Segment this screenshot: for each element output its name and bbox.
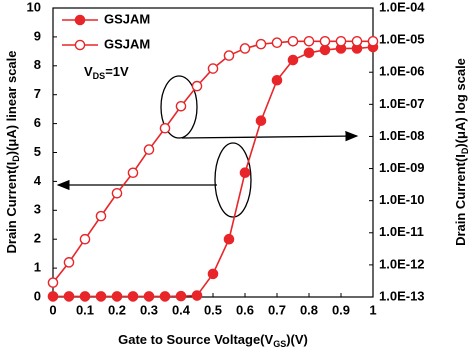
x-tick-label: 0.1 bbox=[76, 302, 94, 317]
y-tick-label: 1 bbox=[34, 260, 41, 275]
y-tick-label: 5 bbox=[34, 144, 41, 159]
legend-marker bbox=[74, 14, 86, 26]
y-tick-label: 4 bbox=[34, 173, 42, 188]
y2-tick-label: 1.0E-11 bbox=[379, 224, 424, 239]
y-tick-label: 6 bbox=[34, 115, 41, 130]
legend-label: GSJAM bbox=[104, 36, 150, 51]
y2-tick-label: 1.0E-09 bbox=[379, 160, 425, 175]
x-tick-label: 0.4 bbox=[172, 302, 191, 317]
data-point bbox=[175, 290, 187, 302]
y2-tick-label: 1.0E-12 bbox=[379, 256, 425, 271]
y2-tick-label: 1.0E-06 bbox=[379, 64, 425, 79]
data-point bbox=[239, 167, 251, 179]
data-point bbox=[319, 44, 331, 56]
y-tick-label: 9 bbox=[34, 28, 41, 43]
data-point bbox=[191, 80, 203, 92]
y-tick-label: 10 bbox=[27, 0, 41, 14]
x-tick-label: 0.8 bbox=[300, 302, 318, 317]
data-point bbox=[271, 37, 283, 49]
data-point bbox=[207, 63, 219, 74]
data-point bbox=[127, 291, 139, 302]
data-point bbox=[95, 210, 107, 222]
data-point bbox=[351, 35, 363, 47]
annotation: VDS=1V bbox=[84, 64, 129, 81]
y2-tick-label: 1.0E-08 bbox=[379, 128, 425, 143]
y2-axis-label: Drain Current(ID)(μA) log scale bbox=[453, 58, 470, 246]
y-tick-label: 8 bbox=[34, 57, 41, 72]
data-point bbox=[367, 35, 379, 47]
data-point bbox=[303, 47, 315, 59]
x-tick-label: 0.7 bbox=[268, 302, 286, 317]
series-line bbox=[53, 46, 374, 298]
data-point bbox=[159, 122, 171, 134]
x-tick-label: 0.2 bbox=[108, 302, 126, 317]
data-point bbox=[303, 35, 315, 47]
data-point bbox=[111, 187, 123, 199]
data-point bbox=[239, 43, 251, 54]
callout-ellipse bbox=[160, 75, 198, 139]
legend-label: GSJAM bbox=[104, 11, 150, 26]
data-point bbox=[223, 233, 235, 245]
data-point bbox=[63, 257, 75, 268]
data-point bbox=[111, 291, 123, 302]
data-point bbox=[47, 291, 59, 302]
callout-ellipse bbox=[214, 142, 252, 218]
data-point bbox=[95, 291, 107, 302]
data-point bbox=[255, 38, 267, 50]
data-point bbox=[335, 35, 347, 47]
y-tick-label: 3 bbox=[34, 202, 41, 217]
data-point bbox=[223, 50, 235, 61]
data-point bbox=[143, 291, 155, 302]
x-tick-label: 0.9 bbox=[332, 302, 350, 317]
data-point bbox=[271, 74, 283, 86]
x-axis-label: Gate to Source Voltage(VGS)(V) bbox=[118, 332, 308, 349]
data-point bbox=[175, 100, 187, 112]
x-tick-label: 0.6 bbox=[236, 302, 254, 317]
data-point bbox=[47, 277, 59, 288]
data-point bbox=[287, 35, 299, 47]
data-point bbox=[287, 54, 299, 66]
data-point bbox=[79, 291, 91, 302]
x-tick-label: 1 bbox=[369, 302, 376, 317]
data-point bbox=[63, 291, 75, 302]
data-point bbox=[191, 290, 203, 301]
y2-tick-label: 1.0E-10 bbox=[379, 192, 425, 207]
data-point bbox=[255, 115, 267, 127]
data-point bbox=[207, 268, 219, 280]
y2-tick-label: 1.0E-04 bbox=[379, 0, 425, 14]
callout-arrow bbox=[181, 130, 359, 142]
data-point bbox=[143, 144, 155, 155]
y2-tick-label: 1.0E-05 bbox=[379, 32, 425, 47]
data-point bbox=[319, 35, 331, 47]
data-point bbox=[159, 291, 171, 302]
y2-tick-label: 1.0E-13 bbox=[379, 288, 425, 303]
x-tick-label: 0 bbox=[49, 302, 56, 317]
y-axis-label: Drain Current(ID)(μA) linear scale bbox=[4, 50, 21, 253]
x-tick-label: 0.3 bbox=[140, 302, 158, 317]
data-point bbox=[79, 233, 91, 245]
y-tick-label: 2 bbox=[34, 231, 41, 246]
legend-marker bbox=[74, 39, 86, 51]
y-tick-label: 0 bbox=[34, 288, 41, 303]
y-tick-label: 7 bbox=[34, 86, 41, 101]
x-tick-label: 0.5 bbox=[204, 302, 222, 317]
data-point bbox=[127, 167, 139, 179]
y2-tick-label: 1.0E-07 bbox=[379, 96, 425, 111]
